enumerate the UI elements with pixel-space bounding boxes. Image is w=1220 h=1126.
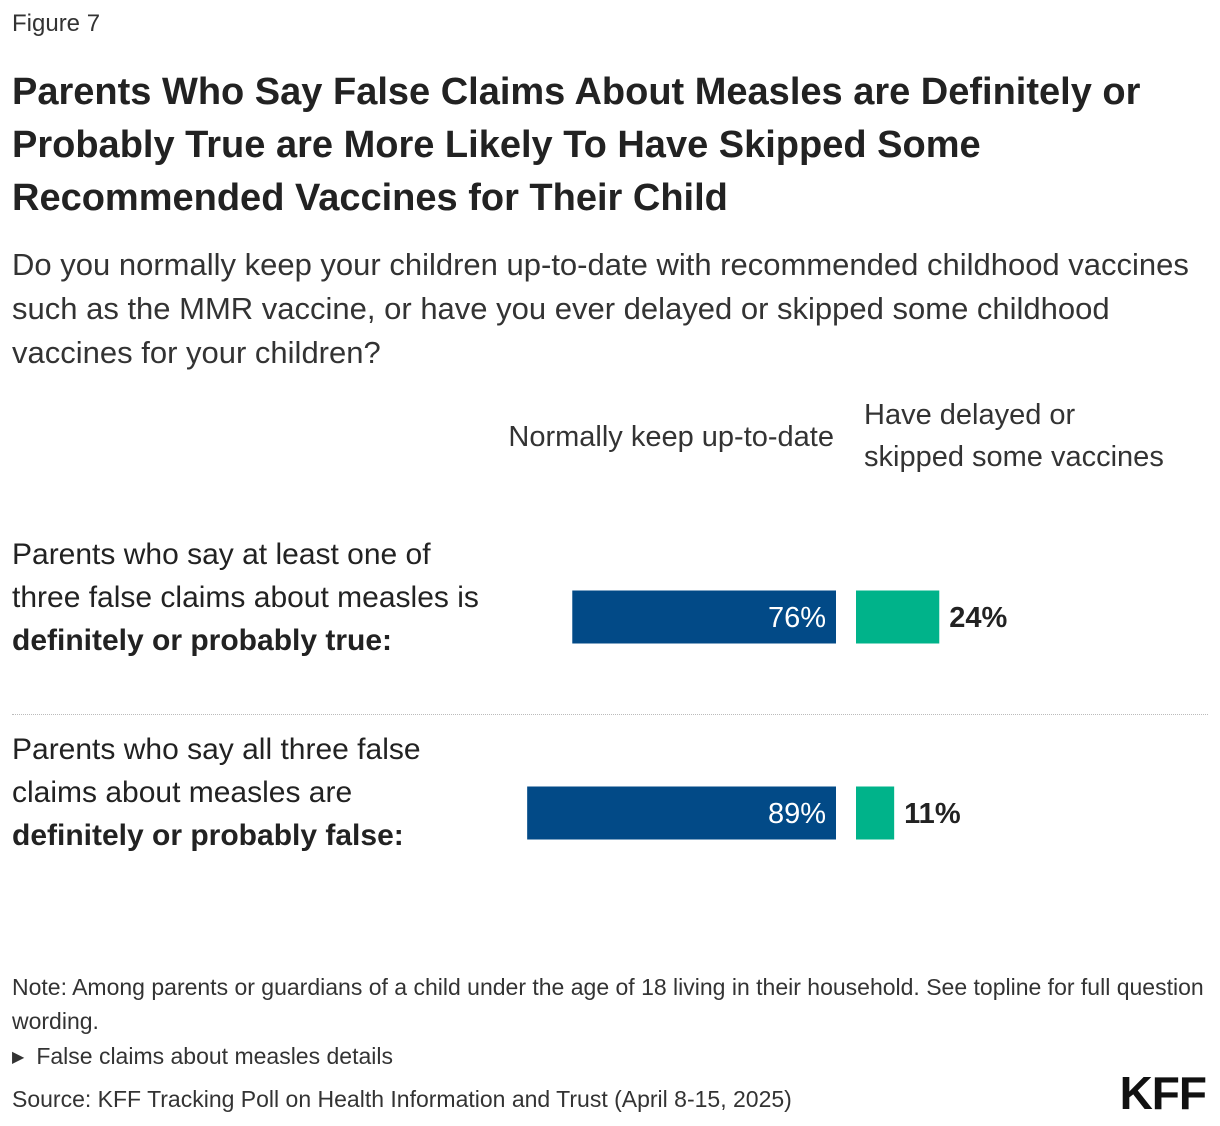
kff-logo: KFF xyxy=(1119,1067,1207,1119)
details-label: False claims about measles details xyxy=(36,1043,393,1069)
chart-note: Note: Among parents or guardians of a ch… xyxy=(12,974,1204,1034)
bar-delayed-0 xyxy=(856,590,940,644)
row-divider xyxy=(12,714,1208,715)
row-label-false-bold: definitely or probably false: xyxy=(12,819,404,852)
chart-source: Source: KFF Tracking Poll on Health Info… xyxy=(12,1086,792,1112)
row-label-true-text: Parents who say at least one of three fa… xyxy=(12,538,479,614)
data-label-up-to-date-1: 89% xyxy=(768,798,826,830)
bar-up-to-date-1 xyxy=(527,786,836,840)
bar-delayed-1 xyxy=(856,786,895,840)
chart-subtitle: Do you normally keep your children up-to… xyxy=(12,247,1189,370)
column-header-delayed: Have delayed or skipped some vaccines xyxy=(864,399,1164,473)
figure-label: Figure 7 xyxy=(12,10,101,37)
row-label-false: Parents who say all three false claims a… xyxy=(12,728,492,857)
column-header-up-to-date: Normally keep up-to-date xyxy=(508,421,834,453)
chart-title: Parents Who Say False Claims About Measl… xyxy=(12,71,1141,219)
row-label-false-text: Parents who say all three false claims a… xyxy=(12,733,421,809)
row-label-true-bold: definitely or probably true: xyxy=(12,624,393,657)
data-label-up-to-date-0: 76% xyxy=(768,602,826,634)
row-label-true: Parents who say at least one of three fa… xyxy=(12,533,492,662)
data-label-delayed-1: 11% xyxy=(904,798,961,830)
details-toggle[interactable]: ▶ False claims about measles details xyxy=(12,1039,393,1075)
triangle-right-icon: ▶ xyxy=(12,1049,25,1066)
data-label-delayed-0: 24% xyxy=(949,602,1007,634)
bar-up-to-date-0 xyxy=(572,590,836,644)
